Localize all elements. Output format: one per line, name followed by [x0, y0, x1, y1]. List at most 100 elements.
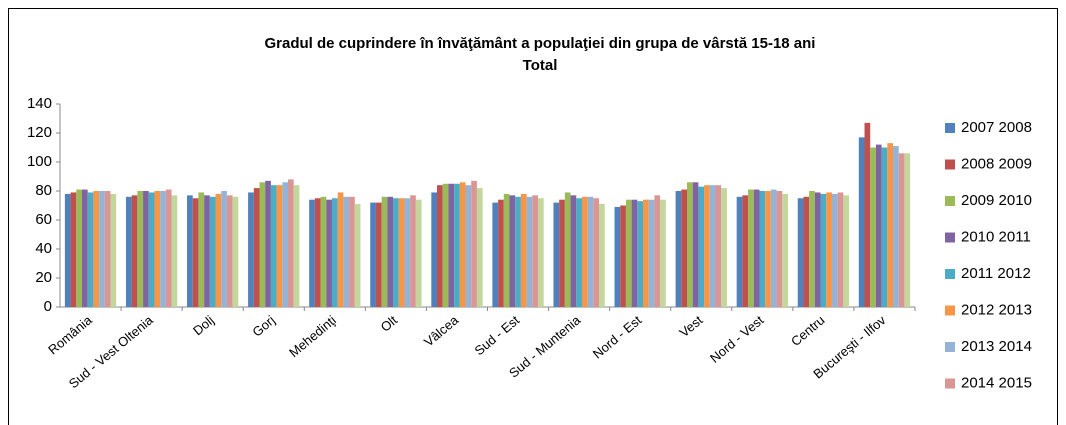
bar	[858, 137, 865, 307]
bar	[437, 185, 443, 307]
bar	[631, 199, 638, 307]
bar	[87, 192, 94, 307]
bar	[797, 198, 804, 307]
bar	[282, 182, 288, 307]
bar	[660, 199, 666, 307]
bar	[288, 179, 294, 307]
legend-swatch	[945, 196, 955, 206]
bar	[765, 191, 771, 307]
y-tick-label: 20	[35, 269, 52, 286]
bar	[681, 189, 687, 307]
x-tick-label: Nord - Vest	[707, 312, 767, 366]
y-tick-label: 80	[35, 182, 52, 199]
bar	[349, 196, 355, 307]
bar	[248, 192, 254, 307]
bar	[532, 195, 538, 307]
bar	[154, 191, 161, 307]
bar	[893, 146, 899, 307]
bar	[864, 122, 871, 307]
bar	[64, 193, 71, 307]
bar	[654, 195, 661, 307]
bar	[259, 182, 266, 307]
legend-label: 2009 2010	[961, 192, 1032, 209]
bar	[293, 185, 300, 307]
bar	[198, 192, 205, 307]
bar	[643, 199, 649, 307]
bar	[326, 199, 332, 307]
legend-label: 2014 2015	[961, 374, 1032, 391]
bar	[81, 189, 88, 307]
bar	[503, 193, 510, 307]
bar	[226, 195, 233, 307]
bar	[331, 198, 338, 307]
bar	[748, 189, 754, 307]
bar	[104, 191, 111, 307]
bar	[131, 195, 138, 307]
legend-label: 2012 2013	[961, 301, 1032, 318]
y-tick-label: 0	[44, 298, 52, 315]
bar	[448, 183, 455, 307]
bar	[253, 188, 260, 307]
bar	[564, 192, 571, 307]
bar	[465, 185, 472, 307]
bar	[559, 199, 565, 307]
bar	[160, 191, 166, 307]
bar	[776, 191, 783, 307]
bar	[520, 193, 527, 307]
bar	[110, 193, 117, 307]
bar	[837, 192, 844, 307]
bar	[870, 147, 876, 307]
bar	[587, 196, 594, 307]
legend-swatch	[945, 159, 955, 170]
x-tick-label: Dolj	[190, 312, 217, 338]
bar	[265, 180, 271, 307]
bar	[204, 195, 210, 307]
bar	[393, 198, 399, 307]
bar	[692, 182, 699, 307]
bar	[515, 196, 521, 307]
legend-swatch	[945, 342, 955, 352]
bar	[770, 189, 777, 307]
chart-subtitle: Total	[523, 57, 558, 74]
y-tick-label: 120	[27, 124, 52, 141]
x-tick-label: Sud - Est	[472, 312, 523, 358]
bar	[498, 199, 504, 307]
chart-title: Gradul de cuprindere în învăţământ a pop…	[265, 35, 816, 52]
bar	[143, 191, 149, 307]
x-tick-label: Mehedinţi	[286, 312, 339, 360]
bar	[570, 195, 577, 307]
bar	[171, 195, 178, 307]
bar	[471, 180, 477, 307]
legend-label: 2013 2014	[961, 338, 1032, 355]
bar	[398, 198, 405, 307]
x-tick-label: Centru	[788, 312, 828, 349]
bar	[370, 202, 376, 307]
legend-swatch	[945, 123, 955, 133]
bar	[881, 147, 888, 307]
bar	[581, 196, 588, 307]
x-tick-label: România	[45, 312, 95, 357]
bar	[375, 202, 382, 307]
bar	[509, 195, 516, 307]
bar	[492, 202, 499, 307]
bar	[270, 185, 277, 307]
bar	[782, 193, 788, 307]
bar	[709, 185, 716, 307]
bar	[537, 198, 544, 307]
bar	[93, 191, 100, 307]
bar	[593, 198, 600, 307]
bar	[221, 191, 227, 307]
bar	[887, 143, 894, 307]
bar	[76, 189, 82, 307]
bar	[442, 183, 449, 307]
bar	[354, 204, 361, 307]
bar	[148, 192, 155, 307]
bar	[843, 195, 850, 307]
bar	[381, 196, 388, 307]
bar	[459, 182, 466, 307]
bar	[476, 188, 483, 307]
y-tick-label: 60	[35, 211, 52, 228]
bar	[454, 183, 460, 307]
bar	[620, 205, 626, 307]
